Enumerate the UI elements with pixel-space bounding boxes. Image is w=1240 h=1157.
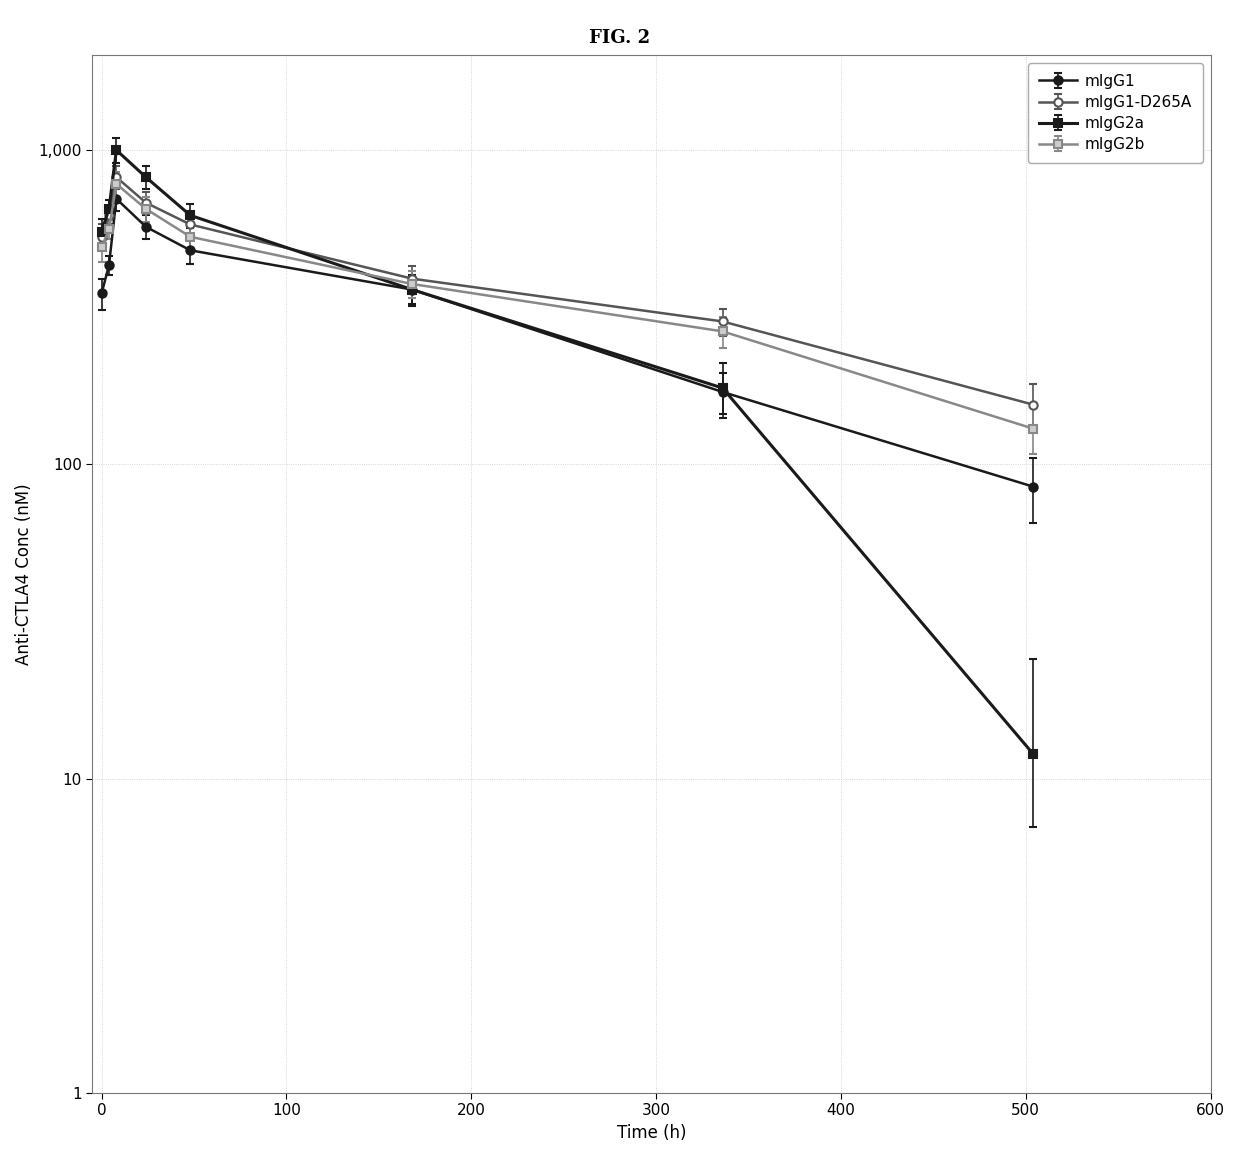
X-axis label: Time (h): Time (h) [616, 1123, 686, 1142]
Text: FIG. 2: FIG. 2 [589, 29, 651, 47]
Y-axis label: Anti-CTLA4 Conc (nM): Anti-CTLA4 Conc (nM) [15, 484, 33, 665]
Legend: mIgG1, mIgG1-D265A, mIgG2a, mIgG2b: mIgG1, mIgG1-D265A, mIgG2a, mIgG2b [1028, 64, 1203, 163]
